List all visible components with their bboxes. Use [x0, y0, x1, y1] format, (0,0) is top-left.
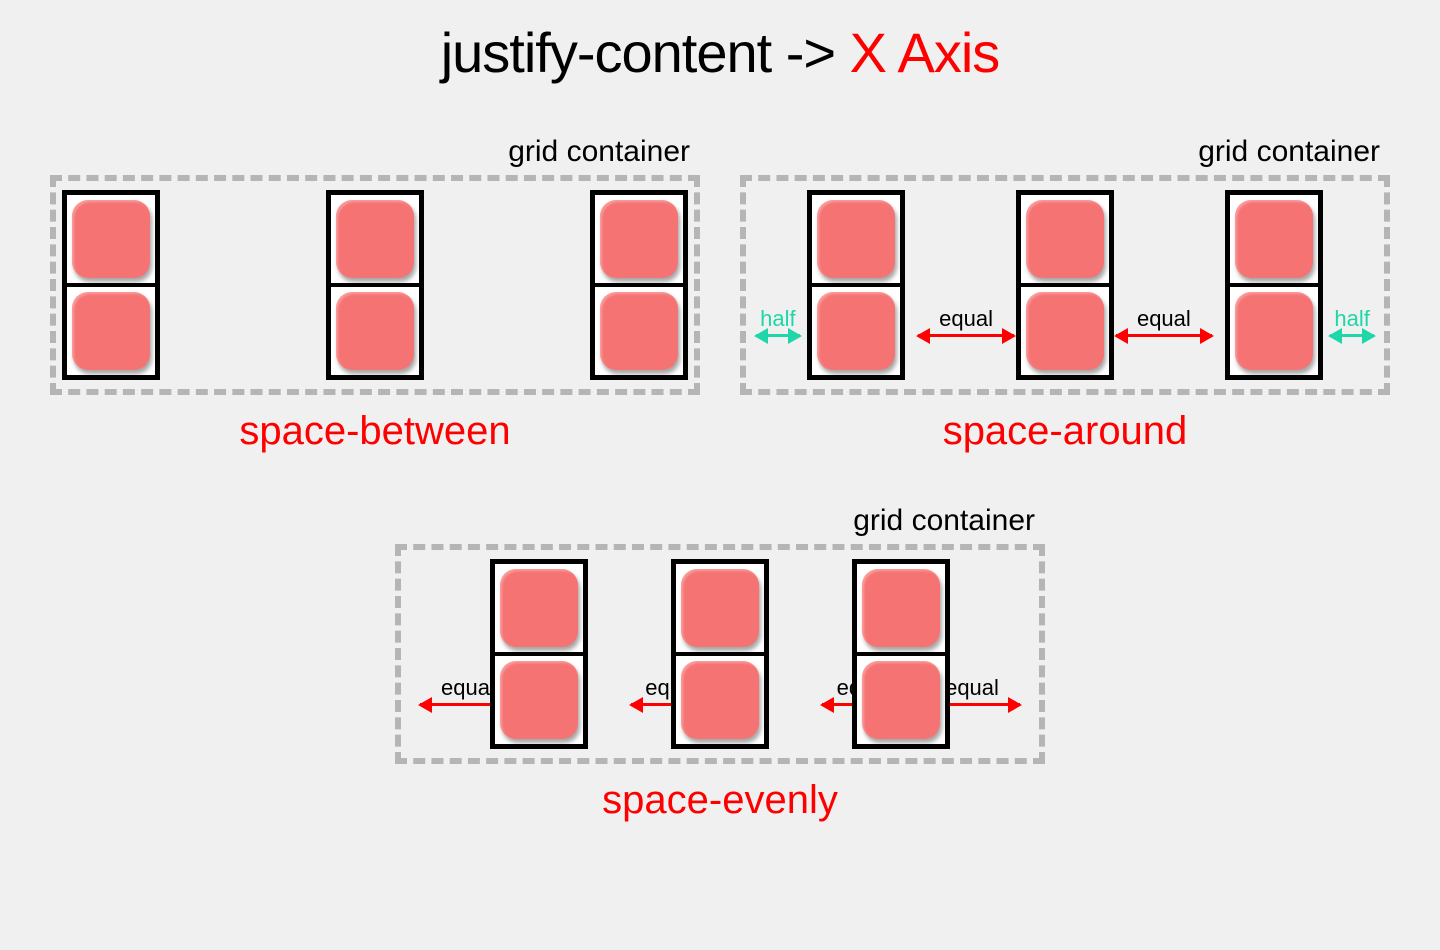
example-space-around: grid container halfequalequalhalf space-…	[740, 135, 1390, 454]
title-prefix: justify-content ->	[441, 21, 850, 84]
grid-item-box	[1235, 200, 1313, 278]
value-label: space-between	[50, 409, 700, 454]
grid-cell	[810, 193, 902, 285]
grid-item-box	[1026, 200, 1104, 278]
grid-cell	[855, 654, 947, 746]
grid-cell	[329, 193, 421, 285]
grid-item-box	[72, 292, 150, 370]
grid-cell	[593, 285, 685, 377]
grid-item-box	[336, 200, 414, 278]
grid-cell	[1228, 193, 1320, 285]
grid-container	[50, 175, 700, 395]
grid-inner	[752, 187, 1378, 383]
grid-item-box	[862, 569, 940, 647]
grid-column	[807, 190, 905, 380]
grid-item-box	[336, 292, 414, 370]
grid-column	[326, 190, 424, 380]
grid-column	[590, 190, 688, 380]
value-label: space-around	[740, 409, 1390, 454]
grid-item-box	[500, 661, 578, 739]
grid-item-box	[600, 292, 678, 370]
grid-item-box	[1235, 292, 1313, 370]
grid-cell	[493, 562, 585, 654]
grid-cell	[65, 285, 157, 377]
grid-cell	[1228, 285, 1320, 377]
grid-cell	[1019, 285, 1111, 377]
grid-inner	[62, 187, 688, 383]
grid-cell	[855, 562, 947, 654]
example-space-evenly: grid container equalequalequalequal spac…	[395, 504, 1045, 823]
grid-item-box	[1026, 292, 1104, 370]
grid-cell	[65, 193, 157, 285]
grid-column	[1016, 190, 1114, 380]
grid-item-box	[817, 292, 895, 370]
grid-cell	[1019, 193, 1111, 285]
grid-cell	[593, 193, 685, 285]
row-bottom: grid container equalequalequalequal spac…	[40, 504, 1400, 823]
grid-item-box	[681, 569, 759, 647]
grid-item-box	[600, 200, 678, 278]
container-label: grid container	[50, 135, 700, 169]
grid-cell	[810, 285, 902, 377]
grid-column	[62, 190, 160, 380]
grid-inner	[407, 556, 1033, 752]
example-space-between: grid container space-between	[50, 135, 700, 454]
grid-item-box	[681, 661, 759, 739]
row-top: grid container space-between grid contai…	[40, 135, 1400, 454]
grid-column	[1225, 190, 1323, 380]
grid-container: equalequalequalequal	[395, 544, 1045, 764]
grid-item-box	[862, 661, 940, 739]
grid-item-box	[500, 569, 578, 647]
grid-cell	[674, 654, 766, 746]
grid-column	[490, 559, 588, 749]
title-accent: X Axis	[850, 21, 1000, 84]
container-label: grid container	[740, 135, 1390, 169]
grid-item-box	[817, 200, 895, 278]
grid-cell	[329, 285, 421, 377]
page-title: justify-content -> X Axis	[40, 20, 1400, 85]
grid-column	[852, 559, 950, 749]
grid-item-box	[72, 200, 150, 278]
grid-column	[671, 559, 769, 749]
container-label: grid container	[395, 504, 1045, 538]
grid-cell	[493, 654, 585, 746]
grid-cell	[674, 562, 766, 654]
value-label: space-evenly	[395, 778, 1045, 823]
grid-container: halfequalequalhalf	[740, 175, 1390, 395]
